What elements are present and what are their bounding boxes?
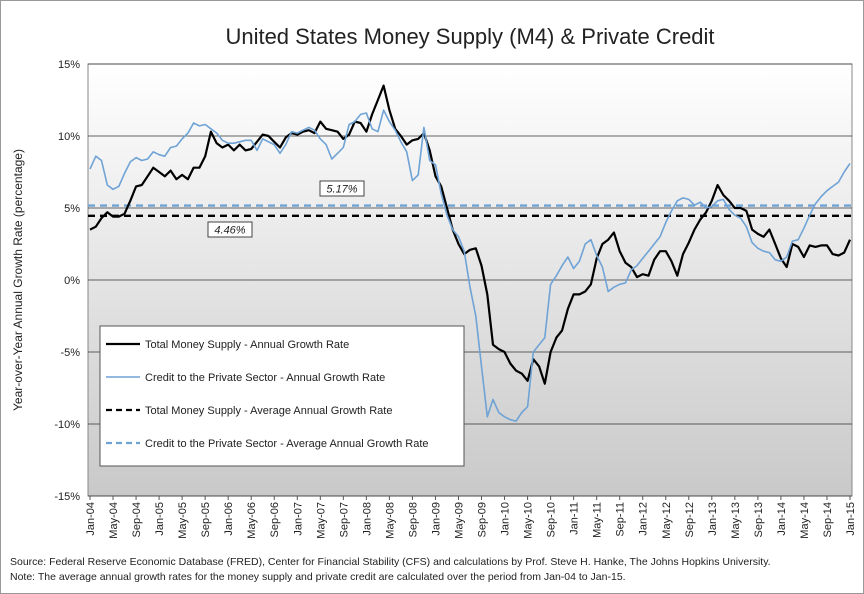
x-tick-label: Sep-12 [684,502,696,537]
y-axis-label: Year-over-Year Annual Growth Rate (perce… [11,149,25,411]
legend-label: Total Money Supply - Average Annual Grow… [145,405,392,417]
legend-box [99,325,465,467]
x-tick-label: May-14 [799,502,811,539]
legend-label: Credit to the Private Sector - Annual Gr… [145,372,385,384]
x-tick-label: May-08 [384,502,396,539]
x-tick-label: May-09 [453,502,465,539]
method-note: Note: The average annual growth rates fo… [10,571,626,583]
x-tick-label: Sep-05 [200,502,212,537]
y-tick-label: 0% [64,275,80,287]
series-line [89,84,852,385]
x-tick-label: Sep-11 [615,502,627,537]
series-line [89,109,851,422]
x-tick-label: Jan-06 [223,502,235,536]
x-tick-label: Sep-13 [753,502,765,537]
x-tick-label: Jan-08 [361,502,373,536]
y-tick-label: 15% [58,59,80,71]
x-tick-label: Jan-07 [292,502,304,536]
x-tick-label: May-13 [730,502,742,539]
average-label: 4.46% [214,225,245,237]
average-label-box [319,180,365,197]
x-tick-label: Jan-04 [85,502,97,536]
x-tick-label: Sep-08 [407,502,419,537]
x-tick-label: Sep-07 [338,502,350,537]
y-tick-label: -5% [60,347,80,359]
x-tick-label: May-05 [177,502,189,539]
x-tick-label: May-06 [246,502,258,539]
x-tick-label: Jan-14 [776,502,788,536]
y-tick-label: 10% [58,131,80,143]
x-tick-label: May-12 [661,502,673,539]
x-tick-label: Sep-04 [131,502,143,537]
y-tick-label: -15% [54,491,80,503]
average-label-box [207,221,253,238]
x-tick-label: Jan-12 [638,502,650,536]
y-tick-label: 5% [64,203,80,215]
x-tick-label: Sep-10 [546,502,558,537]
x-tick-label: May-11 [592,502,604,538]
y-tick-label: -10% [54,419,80,431]
x-tick-label: Jan-15 [845,502,857,536]
x-tick-label: Sep-06 [269,502,281,537]
x-tick-label: Jan-11 [569,502,581,535]
source-note: Source: Federal Reserve Economic Databas… [10,556,771,568]
x-tick-label: Sep-09 [477,502,489,537]
x-tick-label: Jan-13 [707,502,719,536]
x-tick-label: May-10 [523,502,535,539]
x-tick-label: Jan-05 [154,502,166,536]
average-label: 5.17% [326,184,357,196]
chart-title: United States Money Supply (M4) & Privat… [225,24,714,49]
x-tick-label: Sep-14 [822,502,834,537]
x-tick-label: Jan-10 [500,502,512,536]
legend-label: Total Money Supply - Annual Growth Rate [145,339,349,351]
x-tick-label: Jan-09 [430,502,442,536]
legend-label: Credit to the Private Sector - Average A… [145,438,429,450]
x-tick-label: May-07 [315,502,327,539]
x-tick-label: May-04 [108,502,120,539]
